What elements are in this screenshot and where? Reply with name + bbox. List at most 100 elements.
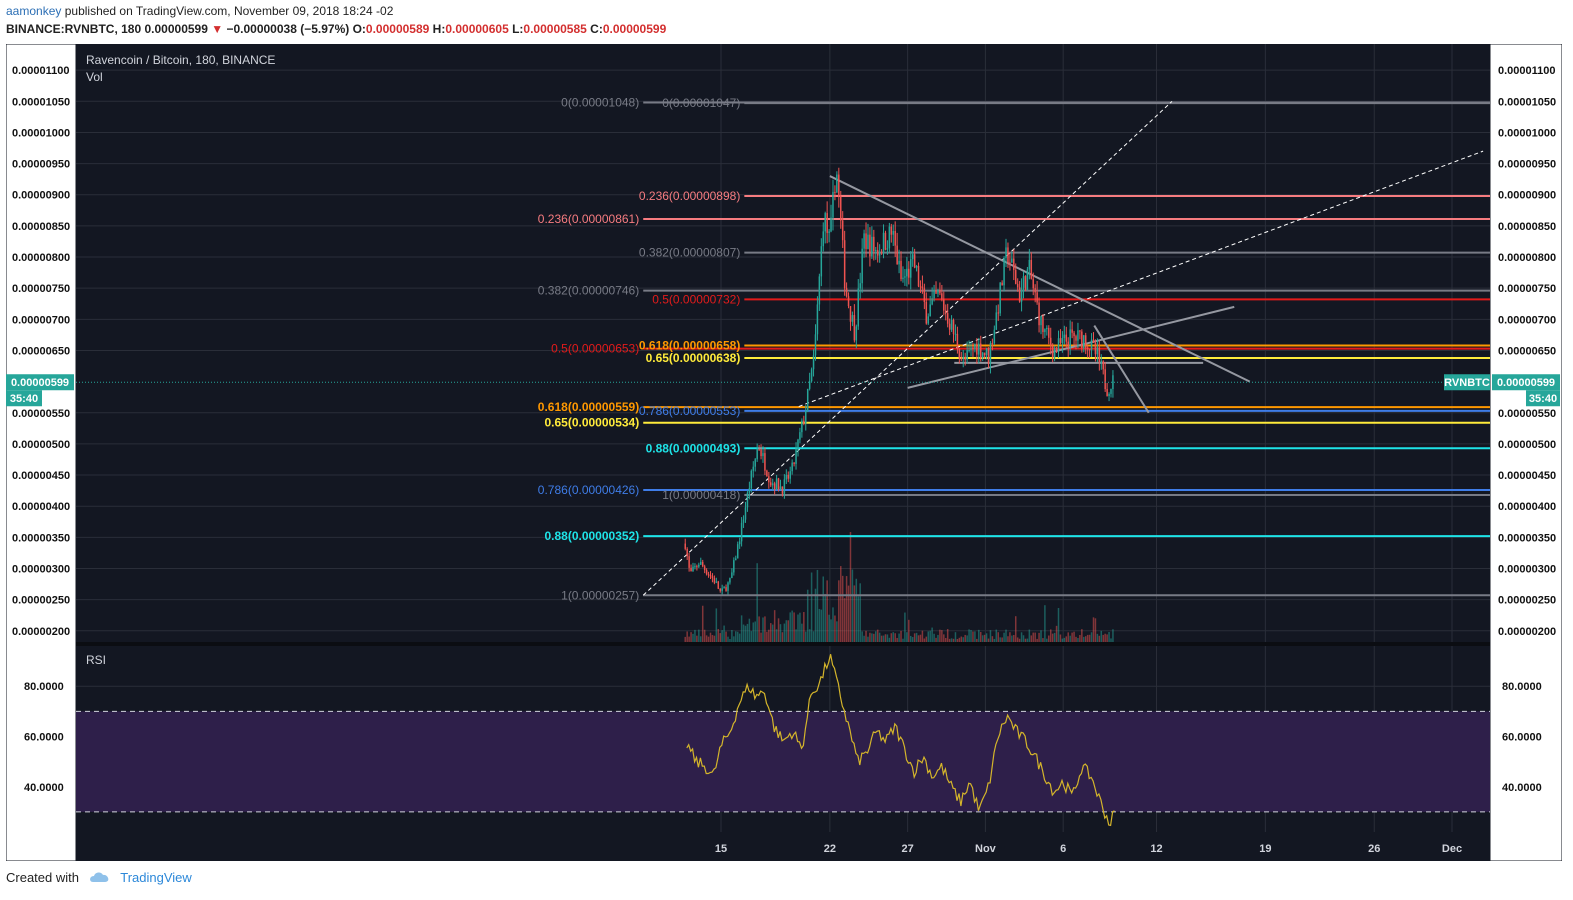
volume-bar [983,634,986,642]
footer-brand[interactable]: TradingView [120,870,192,885]
time-axis-area[interactable] [76,832,1490,861]
candle-body [1048,327,1050,338]
candle-body [1042,316,1044,333]
candle-body [946,313,949,324]
price-pane[interactable] [76,44,1490,642]
legend-title: Ravencoin / Bitcoin, 180, BINANCE [86,53,275,67]
volume-bar [933,633,935,642]
candle-body [805,410,807,424]
price-tick-right: 0.00000250 [1498,595,1556,607]
volume-bar [954,632,957,642]
volume-bar [908,619,910,642]
candle-body [1011,258,1013,263]
volume-bar [773,610,776,642]
candle-body [1038,302,1040,326]
candle-body [777,478,780,490]
last-price: 0.00000599 [144,22,208,36]
left-price-axis[interactable] [6,44,77,861]
candle-body [701,561,704,567]
volume-bar [735,631,737,642]
volume-bar [721,630,723,642]
volume-bar [698,629,700,642]
fib-label: 0.236(0.00000898) [639,189,740,203]
candle-body [735,558,737,561]
footer-created: Created with [6,870,79,885]
volume-bar [766,631,768,642]
rsi-band-fill [76,711,1490,812]
fib-label: 0.382(0.00000807) [639,246,740,260]
volume-bar [950,638,953,642]
candle-body [723,587,725,589]
candle-body [935,290,937,294]
candle-body [1065,334,1068,342]
candle-body [1049,337,1052,346]
volume-bar [851,569,854,642]
volume-bar [1079,634,1081,642]
candle-body [1059,338,1062,343]
volume-bar [989,630,992,642]
right-price-axis[interactable] [1489,44,1562,861]
candle-body [1075,336,1077,341]
candle-body [783,479,786,494]
candle-body [859,283,861,289]
volume-bar [1077,638,1079,642]
candle-body [719,588,721,591]
volume-bar [762,617,764,642]
candle-body [989,342,992,364]
candle-body [1055,348,1058,352]
chart-canvas[interactable]: 0(0.00001048) 0.236(0.00000861) 0.382(0.00… [6,44,1562,861]
candle-body [754,459,756,467]
candle-body [768,476,770,483]
volume-bar [713,635,716,642]
candle-body [1005,247,1007,259]
candle-body [906,268,908,277]
candle-body [853,315,856,341]
volume-bar [966,635,968,642]
candle-body [775,478,778,490]
volume-bar [1013,634,1015,642]
volume-bar [1055,625,1058,642]
volume-bar [978,629,980,642]
volume-bar [824,593,826,642]
volume-bar [863,635,865,642]
candle-body [931,298,933,305]
candle-body [927,316,929,324]
candle-body [814,334,817,356]
time-tick: 27 [902,843,914,855]
volume-bar [1106,634,1108,642]
candle-body [880,251,883,254]
candle-body [979,343,982,358]
volume-bar [688,636,690,642]
volume-bar [867,636,869,642]
candle-body [762,453,764,457]
volume-bar [958,637,961,642]
candle-body [960,358,963,360]
volume-bar [719,633,721,642]
candle-body [902,277,904,280]
volume-bar [855,578,858,642]
volume-bar [1034,632,1036,642]
volume-bar [1026,638,1029,642]
price-tick-right: 0.00000450 [1498,470,1556,482]
volume-bar [847,585,850,642]
tradingview-logo-icon[interactable] [89,871,111,886]
volume-bar [742,624,745,642]
candle-body [748,488,751,493]
candle-body [1051,345,1054,358]
open-value: 0.00000589 [365,22,430,36]
volume-bar [929,630,931,642]
candle-body [810,369,813,382]
candle-body [764,453,766,471]
candle-body [694,566,696,568]
candle-body [1016,284,1019,288]
candle-body [1020,287,1023,302]
candle-body [1079,330,1081,332]
legend-volume: Vol [86,70,103,84]
ohlc-line: BINANCE:RVNBTC, 180 0.00000599 ▼ −0.0000… [6,22,666,36]
volume-bar [849,532,852,642]
candle-body [956,333,959,349]
author-link[interactable]: aamonkey [6,4,62,18]
candle-body [1086,347,1089,350]
volume-bar [911,637,914,642]
trend-line [642,100,1173,596]
